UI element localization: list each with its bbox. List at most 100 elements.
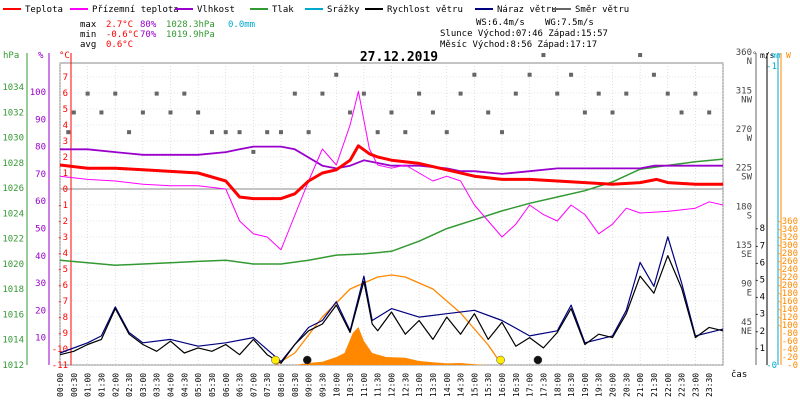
solar-radiation-line: [275, 274, 503, 366]
solar-tick-label: -180: [776, 289, 798, 299]
wind-direction-point: [610, 110, 615, 115]
x-tick-label: 18:30: [567, 373, 576, 397]
humidity-line: [60, 145, 723, 175]
wind-direction-point: [541, 53, 546, 58]
x-tick-label: 07:00: [249, 373, 258, 397]
pressure-tick-label: 1020: [2, 260, 24, 270]
x-tick-label: 00:30: [70, 373, 79, 397]
direction-tick-compass: W: [747, 134, 753, 144]
x-tick-label: 13:00: [415, 373, 424, 397]
wind-direction-point: [638, 53, 643, 58]
x-tick-label: 03:30: [153, 373, 162, 397]
temperature-tick-label: 7: [63, 73, 68, 83]
rain-unit-label: mm: [772, 51, 782, 60]
legend-label: Teplota: [25, 5, 63, 15]
stats-row-label: max: [80, 20, 97, 30]
temperature-tick-label: -9: [57, 329, 68, 339]
x-tick-label: 02:00: [111, 373, 120, 397]
pressure-unit-label: hPa: [3, 51, 19, 61]
direction-tick-compass: N: [747, 57, 752, 67]
solar-tick-label: -120: [776, 313, 798, 323]
temperature-tick-label: -7: [57, 297, 68, 307]
sunrise-marker: [271, 355, 280, 365]
wind-tick-label: -8: [754, 224, 765, 234]
pressure-tick-label: 1016: [2, 310, 24, 320]
solar-unit-label: W: [786, 51, 791, 60]
solar-tick-label: -140: [776, 305, 798, 315]
x-tick-label: 13:30: [429, 373, 438, 397]
stats-rain: 0.0mm: [228, 20, 255, 30]
wind-direction-point: [375, 130, 380, 135]
x-tick-label: 06:00: [222, 373, 231, 397]
wind-direction-point: [500, 130, 504, 135]
x-tick-label: 12:30: [401, 373, 410, 397]
wind-direction-point: [472, 72, 477, 77]
x-tick-label: 23:00: [691, 373, 700, 397]
x-tick-label: 07:30: [263, 373, 272, 397]
x-tick-label: 21:00: [636, 373, 645, 397]
wind-direction-point: [651, 72, 656, 77]
wind-direction-point: [361, 91, 366, 96]
temperature-tick-label: -6: [57, 281, 68, 291]
solar-tick-label: -40: [782, 345, 798, 355]
temperature-tick-label: -4: [57, 249, 68, 259]
wind-direction-point: [527, 72, 532, 77]
x-tick-label: 09:30: [318, 373, 327, 397]
temperature-tick-label: -11: [52, 361, 68, 371]
pressure-line: [59, 158, 724, 266]
solar-tick-label: -220: [776, 273, 798, 283]
grid-layer: [59, 62, 724, 366]
temperature-tick-label: -1: [57, 201, 68, 211]
humidity-tick-label: 40: [35, 252, 46, 262]
humidity-tick-label: 60: [35, 197, 46, 207]
solar-tick-label: -300: [776, 241, 798, 251]
moonrise-marker: [302, 355, 312, 365]
wind-speed-line: [59, 255, 724, 364]
wind-direction-point: [665, 91, 670, 96]
temperature-tick-label: -8: [57, 313, 68, 323]
x-tick-label: 03:00: [139, 373, 148, 397]
wind-direction-point: [99, 110, 104, 115]
x-tick-label: 06:30: [236, 373, 245, 397]
stats-pressure: 1028.3hPa: [166, 20, 215, 30]
direction-tick-value: 90: [741, 279, 752, 289]
temperature-tick-label: 5: [63, 105, 68, 115]
pressure-tick-label: 1028: [2, 159, 24, 169]
humidity-tick-label: 30: [35, 279, 46, 289]
legend-label: Přízemní teplota: [92, 5, 179, 15]
wind-direction-point: [582, 110, 587, 115]
wind-direction-point: [113, 91, 118, 96]
x-tick-label: 22:30: [678, 373, 687, 397]
x-tick-label: 23:30: [705, 373, 714, 397]
temperature-tick-label: -2: [57, 217, 68, 227]
wind-tick-label: -6: [754, 258, 765, 268]
x-tick-label: 12:00: [388, 373, 397, 397]
pressure-tick-label: 1024: [2, 209, 24, 219]
temperature-tick-label: 2: [63, 153, 68, 163]
wind-direction-point: [403, 130, 408, 135]
stats-wind-speed: WS:6.4m/s: [476, 18, 525, 28]
x-tick-label: 08:30: [291, 373, 300, 397]
stats-row-label: avg: [80, 40, 96, 50]
wind-direction-point: [707, 110, 712, 115]
temperature-tick-label: -10: [52, 345, 68, 355]
wind-tick-label: -3: [754, 310, 765, 320]
x-tick-label: 16:00: [498, 373, 507, 397]
solar-tick-label: -280: [776, 249, 798, 259]
legend-label: Náraz větru: [497, 5, 557, 15]
x-tick-label: 20:30: [622, 373, 631, 397]
stats-row-label: min: [80, 30, 96, 40]
temperature-tick-label: 4: [63, 121, 68, 131]
wind-tick-label: -4: [754, 293, 765, 303]
solar-tick-label: -240: [776, 265, 798, 275]
x-tick-label: 02:30: [125, 373, 134, 397]
direction-tick-compass: SE: [741, 250, 752, 260]
x-tick-label: 05:00: [194, 373, 203, 397]
wind-direction-point: [71, 110, 76, 115]
x-tick-label: 22:00: [664, 373, 673, 397]
solar-tick-label: -160: [776, 297, 798, 307]
wind-direction-point: [417, 91, 422, 96]
wind-tick-label: -7: [754, 241, 765, 251]
humidity-tick-label: 10: [35, 334, 46, 344]
wind-direction-point: [486, 110, 491, 115]
